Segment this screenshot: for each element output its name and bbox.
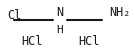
Text: NH₂: NH₂ [109,6,130,19]
Text: H: H [56,25,63,35]
Text: N: N [56,6,63,19]
Text: HCl: HCl [21,35,43,48]
Text: HCl: HCl [79,35,100,48]
Text: Cl: Cl [7,9,21,22]
